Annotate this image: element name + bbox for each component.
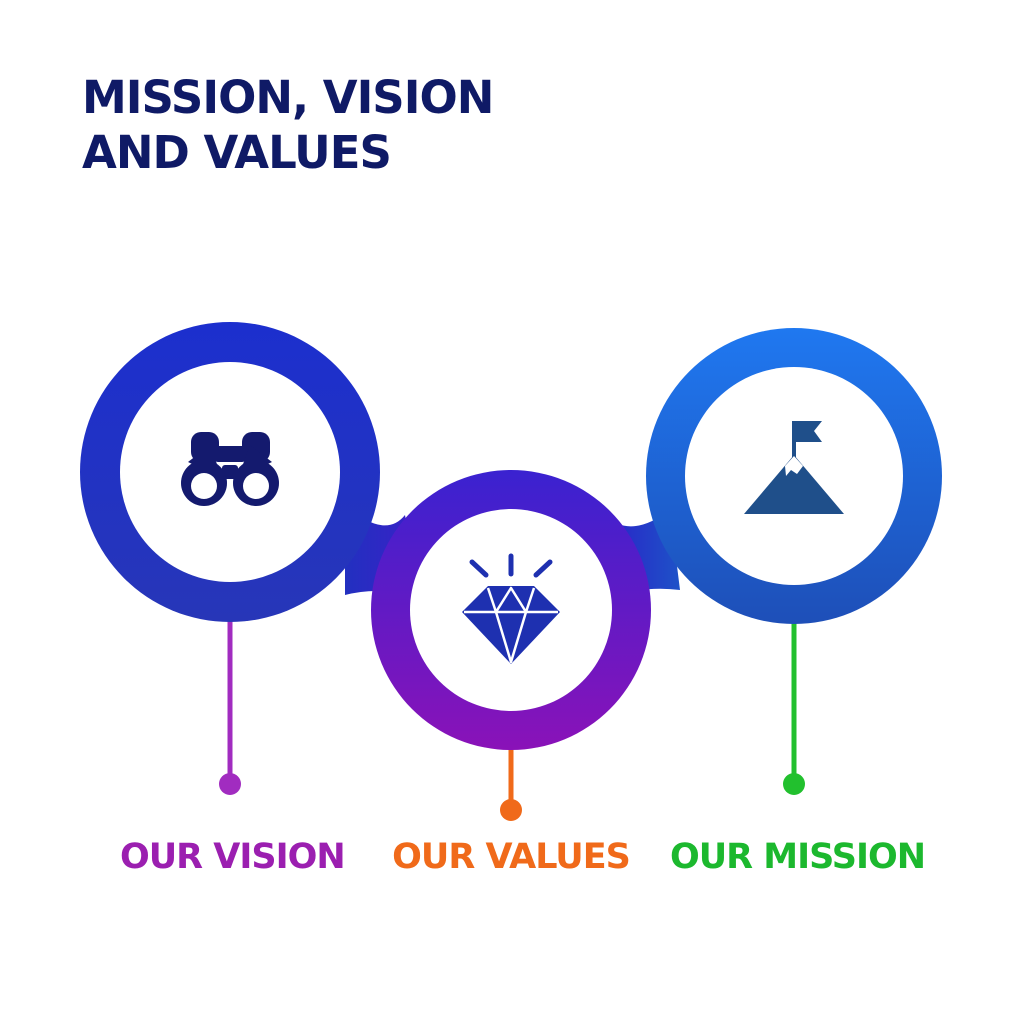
mountain-flag-icon — [744, 421, 844, 514]
mission-stem-dot — [783, 773, 805, 795]
values-stem-dot — [500, 799, 522, 821]
label-our-mission: OUR MISSION — [670, 837, 926, 877]
binoculars-icon — [181, 432, 279, 506]
diamond-icon — [462, 553, 560, 664]
connector-stems — [219, 600, 805, 821]
page-title: MISSION, VISION AND VALUES — [82, 70, 494, 180]
label-our-vision: OUR VISION — [120, 837, 346, 877]
vision-stem-dot — [219, 773, 241, 795]
title-line-1: MISSION, VISION — [82, 71, 494, 124]
title-line-2: AND VALUES — [82, 126, 392, 179]
label-our-values: OUR VALUES — [392, 837, 631, 877]
